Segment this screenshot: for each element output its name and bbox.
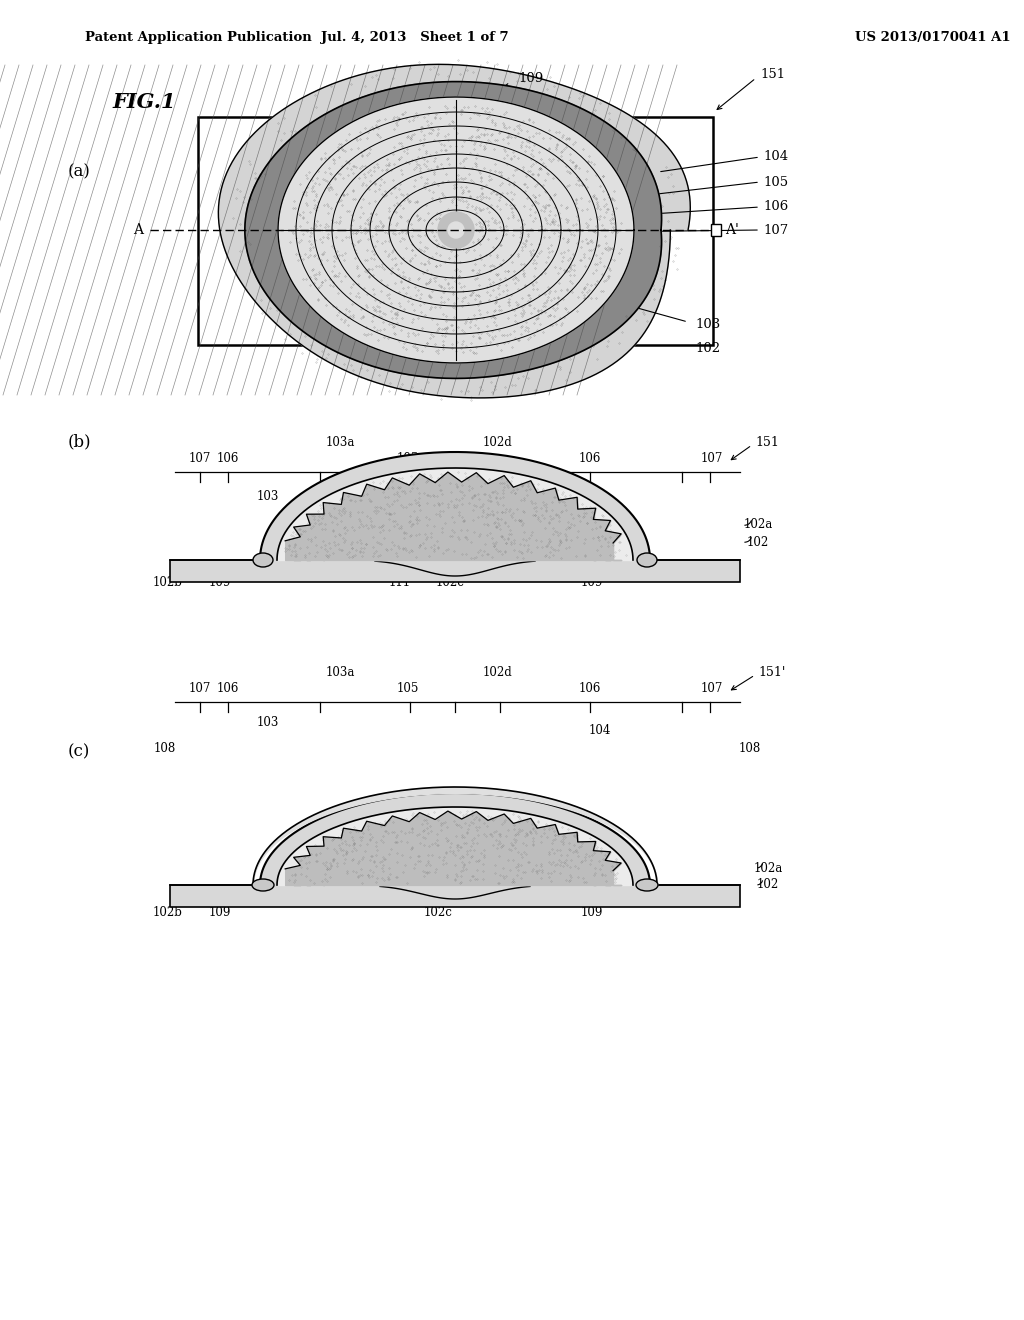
Text: A': A' — [725, 223, 739, 238]
Text: 104: 104 — [589, 499, 611, 511]
Text: US 2013/0170041 A1: US 2013/0170041 A1 — [855, 30, 1011, 44]
Text: 103a: 103a — [326, 665, 354, 678]
Bar — [198, 117, 713, 345]
Text: Patent Application Publication: Patent Application Publication — [85, 30, 311, 44]
Text: 105: 105 — [763, 176, 788, 189]
Text: 106: 106 — [217, 451, 240, 465]
Text: 102: 102 — [695, 342, 720, 355]
Text: 109: 109 — [518, 71, 544, 84]
Circle shape — [449, 222, 464, 238]
Text: 107: 107 — [700, 451, 723, 465]
Text: 111: 111 — [389, 577, 411, 590]
Bar — [170, 884, 740, 907]
Text: 103a: 103a — [326, 436, 354, 449]
Text: 109: 109 — [209, 906, 231, 919]
Text: (c): (c) — [68, 743, 90, 760]
Text: (a): (a) — [68, 164, 91, 181]
Bar — [170, 560, 740, 582]
Text: 106: 106 — [579, 451, 601, 465]
Text: 109: 109 — [209, 576, 231, 589]
Ellipse shape — [253, 553, 273, 568]
Ellipse shape — [252, 879, 274, 891]
Text: 102a: 102a — [754, 862, 782, 874]
Text: 102b: 102b — [153, 906, 183, 919]
Text: 102: 102 — [746, 536, 769, 549]
Text: 107: 107 — [700, 681, 723, 694]
Text: 106: 106 — [579, 681, 601, 694]
Text: 106: 106 — [217, 681, 240, 694]
Text: 151: 151 — [760, 69, 785, 82]
Text: 108: 108 — [739, 742, 761, 755]
Text: 109: 109 — [581, 577, 603, 590]
Text: 151: 151 — [755, 436, 779, 449]
Bar — [711, 224, 721, 236]
Text: 102c: 102c — [424, 906, 453, 919]
Text: 151': 151' — [758, 665, 785, 678]
Text: 105: 105 — [397, 451, 419, 465]
Text: 107: 107 — [188, 451, 211, 465]
Text: 109: 109 — [581, 906, 603, 919]
Ellipse shape — [636, 879, 658, 891]
Text: 103: 103 — [695, 318, 720, 331]
Text: 104: 104 — [763, 150, 788, 164]
Text: 106: 106 — [763, 201, 788, 214]
Text: 107: 107 — [763, 223, 788, 236]
Text: 102a: 102a — [743, 519, 773, 532]
Text: FIG.1: FIG.1 — [112, 92, 175, 112]
Text: 102: 102 — [757, 879, 779, 891]
Circle shape — [438, 213, 474, 248]
Text: 103: 103 — [257, 491, 280, 503]
Polygon shape — [245, 82, 662, 379]
Text: 104: 104 — [589, 723, 611, 737]
Text: 108: 108 — [154, 742, 176, 755]
Text: Jul. 4, 2013   Sheet 1 of 7: Jul. 4, 2013 Sheet 1 of 7 — [322, 30, 509, 44]
Text: 103: 103 — [257, 715, 280, 729]
Text: 102d: 102d — [483, 436, 513, 449]
Text: (b): (b) — [68, 433, 91, 450]
Polygon shape — [218, 65, 690, 397]
Polygon shape — [278, 96, 634, 363]
Text: 102b: 102b — [153, 576, 183, 589]
Ellipse shape — [637, 553, 657, 568]
Text: 105: 105 — [397, 681, 419, 694]
Text: A: A — [133, 223, 143, 238]
Text: 102d: 102d — [483, 665, 513, 678]
Text: 107: 107 — [188, 681, 211, 694]
Text: 102c: 102c — [435, 577, 465, 590]
